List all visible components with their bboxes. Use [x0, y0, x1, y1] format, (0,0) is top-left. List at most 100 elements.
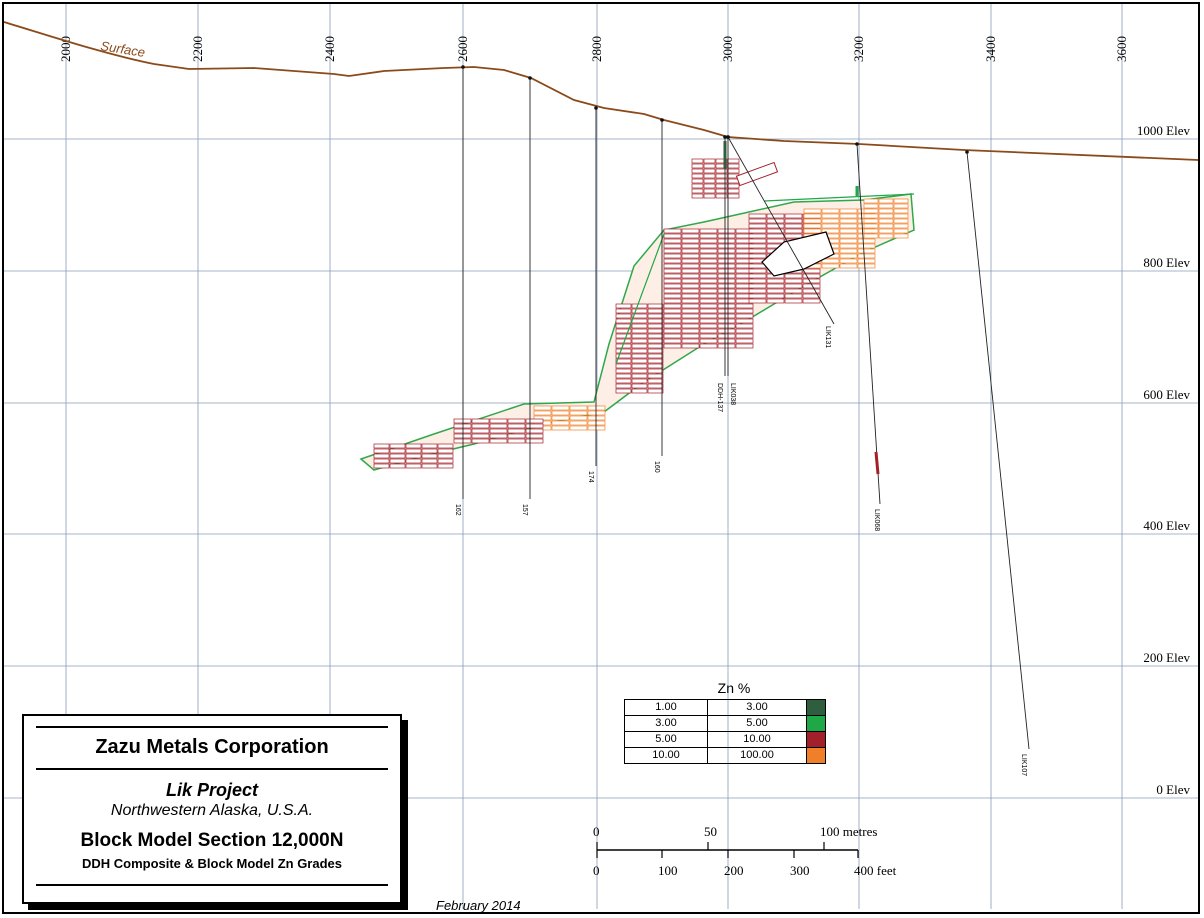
contact-line — [763, 193, 915, 202]
scale-label-feet: 100 — [658, 863, 678, 878]
model-block — [663, 233, 682, 239]
model-block — [663, 318, 682, 324]
title-block: Zazu Metals Corporation Lik Project Nort… — [22, 714, 402, 904]
legend-to: 10.00 — [707, 731, 807, 748]
model-block — [489, 428, 508, 434]
model-block — [681, 263, 700, 269]
model-block — [647, 348, 664, 354]
model-block — [569, 420, 588, 426]
model-block — [699, 258, 718, 264]
model-block — [748, 213, 767, 219]
model-block — [681, 333, 700, 339]
model-block — [699, 248, 718, 254]
drill-hole-label: 162 — [454, 504, 461, 516]
model-block — [631, 338, 648, 344]
model-block — [663, 283, 682, 289]
model-block — [437, 448, 454, 454]
model-block — [878, 208, 894, 214]
model-block — [489, 418, 508, 424]
model-block — [615, 373, 632, 379]
model-block — [663, 333, 682, 339]
model-block — [727, 193, 740, 199]
easting-tick-label: 2800 — [589, 36, 604, 62]
model-block — [471, 438, 490, 444]
model-block — [766, 288, 785, 294]
model-block — [533, 405, 552, 411]
model-block — [507, 438, 526, 444]
scale-label-metres: 50 — [704, 824, 717, 839]
model-block — [839, 253, 858, 259]
model-block — [735, 308, 754, 314]
model-block — [615, 358, 632, 364]
model-block — [647, 303, 664, 309]
model-block — [699, 328, 718, 334]
drill-hole-label: LIK131 — [824, 326, 831, 348]
model-block — [631, 343, 648, 349]
model-block — [878, 213, 894, 219]
model-block — [857, 238, 876, 244]
drill-hole-trace — [966, 151, 1030, 750]
model-block — [839, 223, 858, 229]
model-block — [615, 388, 632, 394]
drill-collar — [723, 135, 727, 139]
drill-collar — [528, 76, 532, 80]
model-block — [681, 248, 700, 254]
cross-section: 2000 2200 2400 2600 2800 3000 3200 3400 3600 100… — [4, 4, 1198, 909]
model-block — [663, 273, 682, 279]
drill-hole-label: 174 — [587, 471, 594, 483]
model-block — [735, 303, 754, 309]
model-block — [615, 363, 632, 369]
scale-label-feet: 400 feet — [854, 863, 897, 878]
model-block — [389, 463, 406, 469]
model-block — [821, 228, 840, 234]
model-block — [703, 193, 716, 199]
model-block — [615, 353, 632, 359]
drill-collar — [461, 65, 465, 69]
model-block — [587, 415, 606, 421]
model-block — [766, 223, 785, 229]
model-block — [647, 333, 664, 339]
model-block — [703, 188, 716, 194]
easting-tick-label: 3200 — [851, 36, 866, 62]
model-block — [857, 253, 876, 259]
model-block — [437, 463, 454, 469]
model-block — [735, 338, 754, 344]
model-block — [615, 368, 632, 374]
model-block — [699, 323, 718, 329]
model-block — [681, 328, 700, 334]
model-block — [663, 343, 682, 349]
model-block — [681, 298, 700, 304]
date-label: February 2014 — [436, 898, 521, 913]
legend-swatch — [806, 715, 826, 732]
model-block — [703, 173, 716, 179]
model-block — [631, 303, 648, 309]
model-block — [525, 433, 544, 439]
scale-label-metres: 0 — [593, 824, 600, 839]
legend-title: Zn % — [717, 680, 751, 696]
model-block — [647, 373, 664, 379]
model-block — [699, 273, 718, 279]
drill-hole-trace — [856, 143, 881, 505]
model-block — [631, 308, 648, 314]
model-block — [405, 458, 422, 464]
model-block — [631, 328, 648, 334]
legend-to: 5.00 — [707, 715, 807, 732]
model-block — [631, 363, 648, 369]
model-block — [839, 228, 858, 234]
elevation-label: 1000 Elev — [1137, 123, 1191, 138]
model-block — [717, 248, 736, 254]
model-block — [587, 420, 606, 426]
model-block — [647, 323, 664, 329]
model-block — [681, 258, 700, 264]
model-block — [373, 453, 390, 459]
model-block — [631, 368, 648, 374]
elevation-label: 600 Elev — [1143, 387, 1190, 402]
project-location: Northwestern Alaska, U.S.A. — [110, 802, 314, 819]
model-block — [766, 293, 785, 299]
model-block — [717, 243, 736, 249]
model-block — [681, 343, 700, 349]
model-block — [647, 378, 664, 384]
easting-tick-label: 2400 — [322, 36, 337, 62]
model-block — [421, 458, 438, 464]
model-block — [525, 418, 544, 424]
